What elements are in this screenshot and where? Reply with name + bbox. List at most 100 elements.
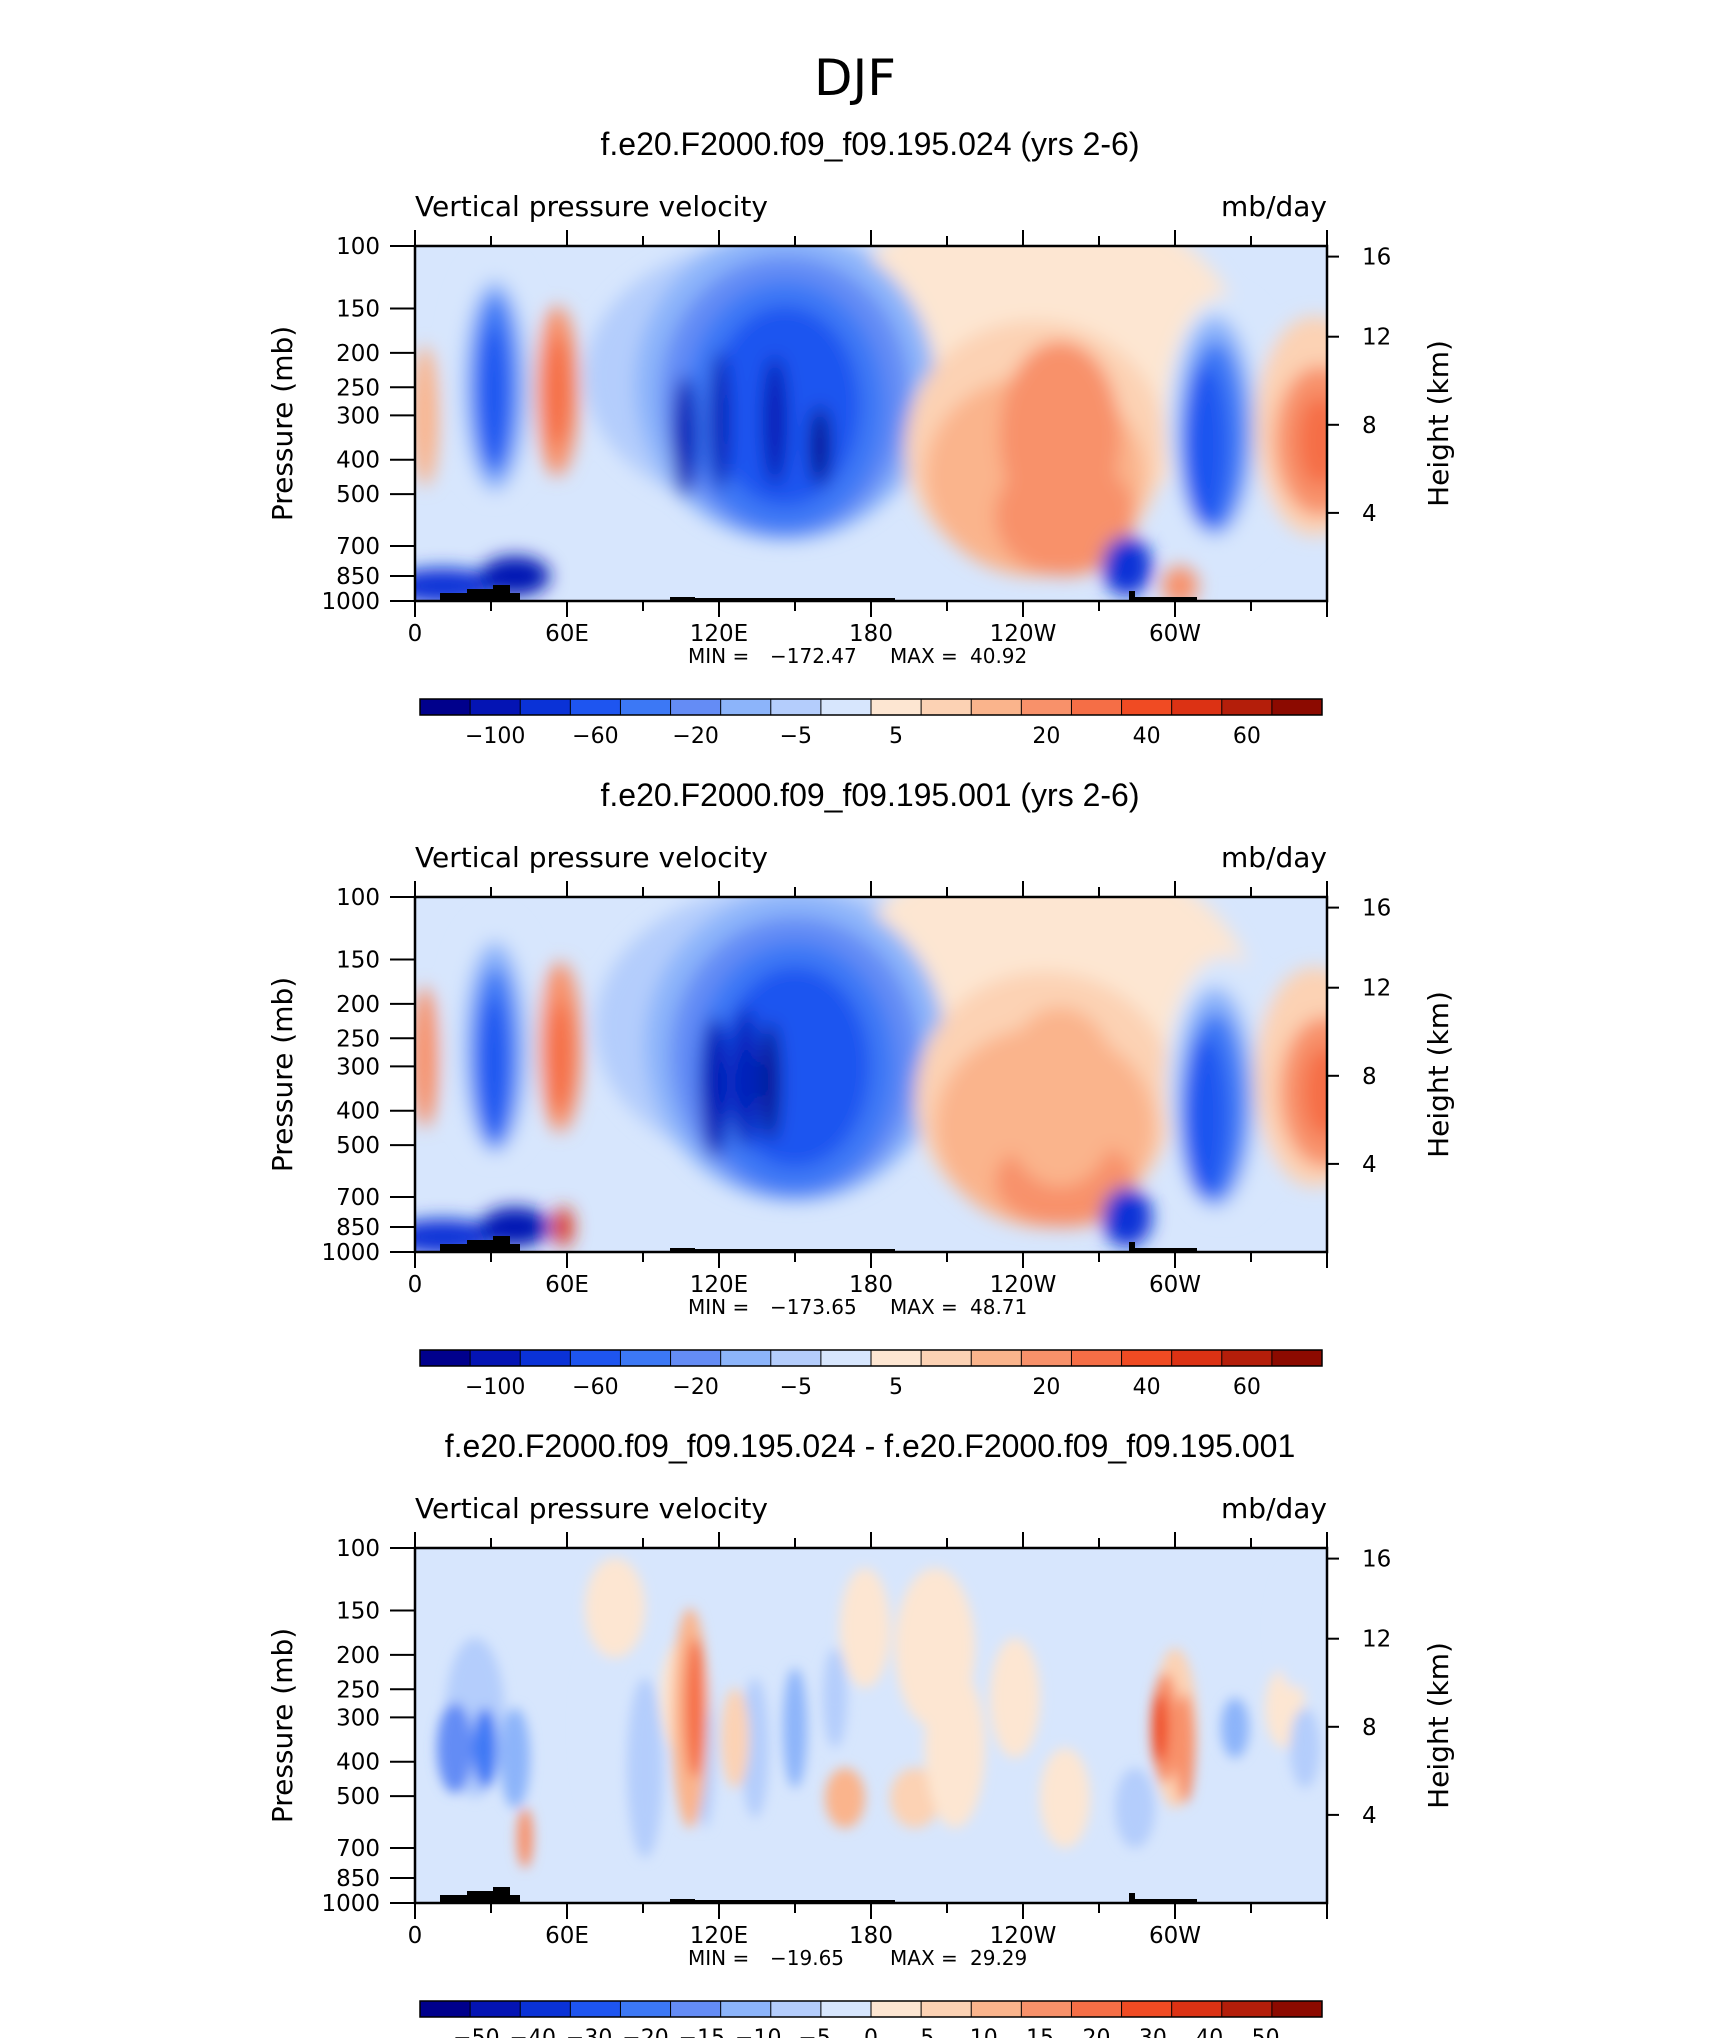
contour-region <box>585 1558 645 1658</box>
topography <box>440 1887 1197 1903</box>
contour-region <box>720 967 870 1167</box>
max-label: MAX = <box>890 1946 958 1970</box>
y-tick-label: 500 <box>336 482 380 508</box>
colorbar-label: 60 <box>1233 724 1261 749</box>
figure-title: DJF <box>814 49 896 107</box>
contour-region <box>1152 1693 1168 1763</box>
contour-region <box>479 326 507 466</box>
colorbar-label: 20 <box>1032 1375 1060 1400</box>
y-axis-label: Pressure (mb) <box>266 977 299 1172</box>
max-label: MAX = <box>890 644 958 668</box>
terrain-block <box>467 1240 493 1252</box>
colorbar-swatch <box>1221 2001 1273 2017</box>
colorbar-label: 30 <box>1139 2026 1167 2038</box>
topography <box>440 1236 1197 1252</box>
colorbar-swatch <box>971 1350 1022 1366</box>
contour-region <box>701 1017 729 1157</box>
y-right-tick-label: 16 <box>1362 245 1391 271</box>
contour-region <box>553 1207 573 1247</box>
colorbar-label: −5 <box>780 1375 812 1400</box>
y-tick-label: 100 <box>336 885 380 911</box>
y-tick-label: 400 <box>336 448 380 474</box>
colorbar-label: 40 <box>1133 1375 1161 1400</box>
x-tick-label: 60E <box>545 1923 589 1949</box>
colorbar-label: 40 <box>1133 724 1161 749</box>
panel-2: f.e20.F2000.f09_f09.195.001 (yrs 2-6) Ver… <box>266 777 1455 1400</box>
contour-region <box>544 336 570 446</box>
terrain-block <box>440 593 467 601</box>
contour-region <box>1303 1047 1327 1137</box>
colorbar-swatch <box>1021 2001 1072 2017</box>
panel-subtitle-right: mb/day <box>1221 841 1327 874</box>
max-value: 48.71 <box>970 1295 1027 1319</box>
x-tick-label: 60W <box>1149 1272 1201 1298</box>
contour-region <box>783 1668 807 1788</box>
contour-region <box>479 997 507 1137</box>
colorbar-label: −60 <box>572 1375 618 1400</box>
terrain-block <box>493 1887 510 1903</box>
contour-region <box>810 406 830 486</box>
y-tick-label: 250 <box>336 375 380 401</box>
colorbar-swatch <box>520 699 571 715</box>
contour-region <box>415 987 439 1127</box>
terrain-block <box>695 598 895 601</box>
terrain-block <box>670 1899 695 1903</box>
max-value: 40.92 <box>970 644 1027 668</box>
x-tick-label: 0 <box>408 1923 423 1949</box>
y-right-tick-label: 8 <box>1362 1064 1377 1090</box>
colorbar-label: 20 <box>1032 724 1060 749</box>
y-tick-label: 850 <box>336 564 380 590</box>
colorbar-label: −5 <box>780 724 812 749</box>
x-tick-label: 60W <box>1149 621 1201 647</box>
colorbar-label: 60 <box>1233 1375 1261 1400</box>
colorbar-swatch <box>1271 1350 1323 1366</box>
heatmap-contours <box>437 1558 1320 1868</box>
panel-title: f.e20.F2000.f09_f09.195.001 (yrs 2-6) <box>600 777 1139 813</box>
y-right-tick-label: 16 <box>1362 1547 1391 1573</box>
min-value: −172.47 <box>770 644 857 668</box>
panel-subtitle-left: Vertical pressure velocity <box>415 841 768 874</box>
y-axis-right-label: Height (km) <box>1422 1642 1455 1809</box>
contour-region <box>1000 1007 1120 1187</box>
contour-region <box>1183 1037 1227 1197</box>
terrain-block <box>1135 1248 1197 1252</box>
y-right-tick-label: 12 <box>1362 976 1391 1002</box>
colorbar-swatch <box>720 1350 772 1366</box>
colorbar-swatch <box>1221 1350 1273 1366</box>
x-tick-label: 120E <box>690 1923 748 1949</box>
colorbar-swatch <box>1071 1350 1123 1366</box>
contour-region <box>741 1678 769 1818</box>
colorbar-swatch <box>820 2001 872 2017</box>
panel-subtitle-left: Vertical pressure velocity <box>415 190 768 223</box>
colorbar-swatch <box>871 699 922 715</box>
panel-title: f.e20.F2000.f09_f09.195.024 (yrs 2-6) <box>600 126 1139 162</box>
colorbar-swatch <box>820 699 872 715</box>
y-tick-label: 850 <box>336 1866 380 1892</box>
terrain-block <box>1129 1242 1135 1252</box>
colorbar-swatch <box>620 699 672 715</box>
colorbar-label: −50 <box>453 2026 499 2038</box>
colorbar-label: −5 <box>798 2026 830 2038</box>
colorbar-label: −40 <box>510 2026 556 2038</box>
terrain-block <box>510 1895 520 1903</box>
y-tick-label: 150 <box>336 948 380 974</box>
y-tick-label: 850 <box>336 1215 380 1241</box>
contour-region <box>580 1648 610 1808</box>
contour-region <box>673 376 697 496</box>
colorbar-swatch <box>520 2001 571 2017</box>
contour-region <box>1102 1187 1152 1247</box>
colorbar-swatch <box>1171 1350 1223 1366</box>
terrain-block <box>510 1244 520 1252</box>
contour-region <box>990 1638 1040 1758</box>
y-tick-label: 700 <box>336 1185 380 1211</box>
colorbar-swatch <box>1271 2001 1323 2017</box>
colorbar-frame <box>419 1349 1323 1367</box>
colorbar-label: 5 <box>889 1375 903 1400</box>
x-tick-label: 180 <box>849 621 893 647</box>
panel-subtitle-right: mb/day <box>1221 1492 1327 1525</box>
colorbar-swatch <box>570 2001 621 2017</box>
contour-region <box>1000 341 1120 531</box>
y-tick-label: 150 <box>336 297 380 323</box>
x-tick-label: 180 <box>849 1923 893 1949</box>
